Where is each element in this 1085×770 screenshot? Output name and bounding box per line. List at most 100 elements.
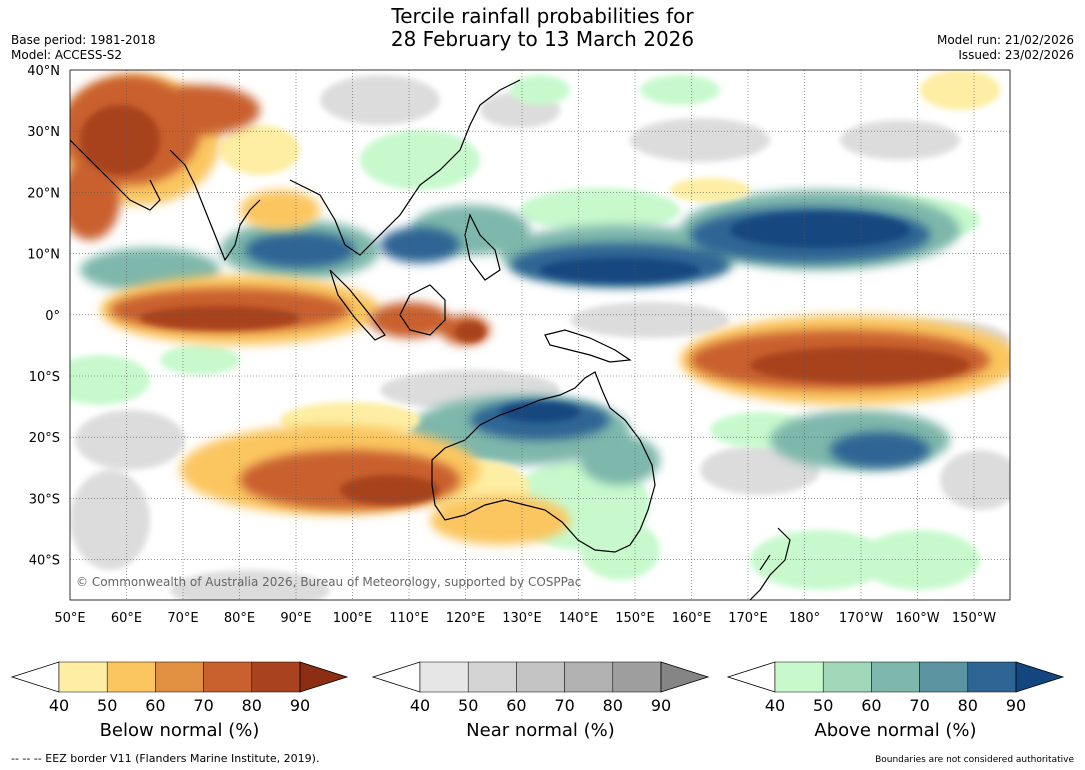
meta-left: Base period: 1981-2018 Model: ACCESS-S2 <box>11 33 156 63</box>
lat-label: 0° <box>45 309 60 324</box>
lon-label: 80°E <box>224 611 255 626</box>
colorbar-segment <box>251 661 301 693</box>
lon-label: 150°E <box>615 611 655 626</box>
colorbar-tick: 90 <box>1006 696 1026 715</box>
lat-label: 30°N <box>27 125 60 140</box>
map-title: Tercile rainfall probabilities for 28 Fe… <box>0 5 1085 51</box>
colorbar-segment <box>155 661 204 693</box>
colorbar-segment <box>822 661 872 693</box>
lon-label: 160°W <box>895 611 939 626</box>
colorbar-tick: 40 <box>410 696 430 715</box>
colorbar-tick: 40 <box>765 696 785 715</box>
colorbar-tick: 60 <box>861 696 881 715</box>
colorbar-1: 40 50 60 70 80 90 Near normal (%) <box>371 661 710 741</box>
australia-coastline <box>431 371 656 553</box>
lat-label: 10°N <box>27 248 60 263</box>
colorbar-label: Near normal (%) <box>466 720 615 741</box>
issued-date: Issued: 23/02/2026 <box>958 48 1074 62</box>
borneo-coastline <box>399 284 446 336</box>
colorbar-tick: 50 <box>813 696 833 715</box>
colorbar-0: 40 50 60 70 80 90 Below normal (%) <box>10 661 349 741</box>
colorbar-segment <box>919 661 969 693</box>
southeast-asia-coastline <box>289 79 521 256</box>
lat-label: 30°S <box>29 492 60 507</box>
below-normal-darkest <box>80 105 970 505</box>
lat-label: 10°S <box>29 370 60 385</box>
lon-label: 70°E <box>167 611 198 626</box>
lon-label: 140°E <box>559 611 599 626</box>
colorbar-tick: 80 <box>958 696 978 715</box>
colorbar-segment <box>106 661 156 693</box>
lat-label: 40°S <box>29 554 60 569</box>
colorbar-tick: 60 <box>145 696 165 715</box>
colorbar-segment <box>967 661 1017 693</box>
colorbar-tick: 40 <box>49 696 69 715</box>
philippines-coastline <box>464 213 501 281</box>
meta-right: Model run: 21/02/2026 Issued: 23/02/2026 <box>937 33 1074 63</box>
colorbar-high-extension <box>660 661 710 693</box>
colorbar-label: Below normal (%) <box>100 720 260 741</box>
latitude-labels: 40°N 30°N 20°N 10°N 0° 10°S 20°S 30°S 40°S <box>27 64 60 569</box>
colorbar-segment <box>467 661 517 693</box>
colorbar-segment <box>612 661 662 693</box>
title-line-1: Tercile rainfall probabilities for <box>391 4 694 28</box>
lon-label: 120°E <box>446 611 486 626</box>
india-coastline <box>169 149 261 262</box>
colorbar-low-extension <box>726 661 776 693</box>
longitude-labels: 50°E 60°E 70°E 80°E 90°E 100°E 110°E 120°E 130°E… <box>54 611 996 626</box>
lat-label: 20°S <box>29 431 60 446</box>
map-area: © Commonwealth of Australia 2026, Bureau… <box>70 70 1010 600</box>
probability-field <box>70 70 1010 600</box>
colorbar-low-extension <box>10 661 60 693</box>
colorbar-high-extension <box>299 661 349 693</box>
new-zealand-coastline <box>749 527 791 600</box>
arabia-coastline <box>70 139 161 211</box>
colorbar-high-extension <box>1015 661 1065 693</box>
map-frame <box>69 69 1011 601</box>
lat-label: 40°N <box>27 64 60 79</box>
lat-label: 20°N <box>27 186 60 201</box>
lon-label: 170°E <box>728 611 768 626</box>
title-line-2: 28 February to 13 March 2026 <box>390 27 695 51</box>
colorbar-label: Above normal (%) <box>814 720 976 741</box>
above-normal-darkest <box>500 212 910 422</box>
colorbar-tick: 70 <box>193 696 213 715</box>
colorbar-tick: 90 <box>651 696 671 715</box>
colorbar-segment <box>419 661 469 693</box>
lon-label: 60°E <box>111 611 142 626</box>
colorbar-tick: 50 <box>458 696 478 715</box>
colorbar-tick: 60 <box>506 696 526 715</box>
model-run: Model run: 21/02/2026 <box>936 33 1074 47</box>
colorbar-tick: 70 <box>554 696 574 715</box>
lon-label: 170°W <box>839 611 883 626</box>
coastlines <box>70 79 791 600</box>
colorbar-tick: 90 <box>290 696 310 715</box>
lon-label: 50°E <box>54 611 85 626</box>
colorbar-2: 40 50 60 70 80 90 Above normal (%) <box>726 661 1065 741</box>
boundaries-disclaimer: Boundaries are not considered authoritat… <box>875 755 1074 765</box>
colorbar-segment <box>516 661 565 693</box>
colorbar-tick: 70 <box>909 696 929 715</box>
colorbar-segment <box>58 661 108 693</box>
colorbar-tick: 80 <box>603 696 623 715</box>
graticule <box>70 70 1010 600</box>
colorbar-legends: 40 50 60 70 80 90 Below normal (%) 40 50 60 70 80 90… <box>10 661 1065 741</box>
lon-label: 90°E <box>280 611 311 626</box>
sumatra-coastline <box>329 269 386 341</box>
copyright-notice: © Commonwealth of Australia 2026, Bureau… <box>76 575 581 589</box>
lon-label: 100°E <box>333 611 373 626</box>
lon-label: 110°E <box>389 611 429 626</box>
new-guinea-coastline <box>544 329 632 363</box>
lon-label: 180° <box>789 611 820 626</box>
colorbar-segment <box>203 661 253 693</box>
colorbar-low-extension <box>371 661 421 693</box>
lon-label: 130°E <box>502 611 542 626</box>
colorbar-segment <box>871 661 920 693</box>
lon-label: 160°E <box>672 611 712 626</box>
base-period: Base period: 1981-2018 <box>11 33 156 47</box>
lon-label: 150°W <box>952 611 996 626</box>
model-name: Model: ACCESS-S2 <box>11 48 123 62</box>
colorbar-tick: 80 <box>242 696 262 715</box>
colorbar-tick: 50 <box>97 696 117 715</box>
